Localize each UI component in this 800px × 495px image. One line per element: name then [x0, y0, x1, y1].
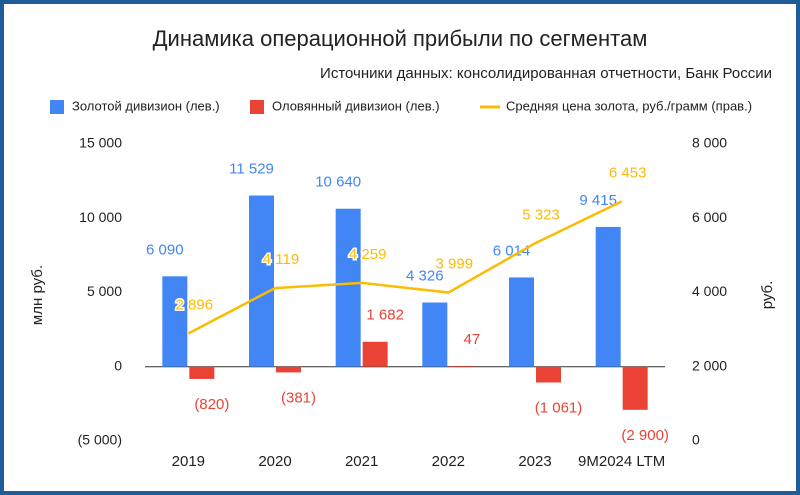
data-label: 1 682: [366, 307, 404, 324]
y-axis-title: млн руб.: [29, 265, 46, 325]
chart-title: Динамика операционной прибыли по сегмент…: [153, 26, 648, 51]
bar: [536, 366, 561, 383]
bar: [362, 341, 388, 367]
bar: [335, 208, 361, 367]
y2-tick-label: 0: [692, 432, 700, 448]
legend-label: Оловянный дивизион (лев.): [272, 98, 440, 113]
data-label: 11 529: [229, 161, 274, 178]
data-label: (1 061): [535, 399, 583, 416]
data-label: 3 999: [436, 256, 474, 273]
y2-tick-label: 4 000: [692, 283, 727, 299]
legend-swatch: [50, 100, 64, 114]
y-tick-label: 10 000: [79, 209, 122, 225]
bar: [162, 276, 188, 367]
data-label: (381): [281, 389, 316, 406]
chart-subtitle: Источники данных: консолидированная отче…: [320, 65, 772, 82]
x-tick-label: 2019: [172, 453, 205, 470]
bar: [509, 277, 534, 367]
line: [187, 200, 623, 335]
x-tick-label: 2021: [345, 453, 378, 470]
x-tick-label: 2023: [518, 453, 551, 470]
y-tick-label: 0: [114, 357, 122, 373]
legend-swatch: [250, 100, 264, 114]
data-label: 2 896: [176, 296, 214, 313]
legend-label: Золотой дивизион (лев.): [72, 98, 220, 113]
bar: [276, 366, 301, 373]
data-label: 5 323: [522, 206, 560, 223]
x-tick-label: 9M2024 LTM: [578, 453, 665, 470]
data-label: 4 326: [406, 267, 444, 284]
bar: [595, 226, 621, 367]
data-label: 4 119: [263, 251, 299, 268]
data-label: 6 090: [146, 241, 184, 258]
data-label: 4 259: [349, 246, 387, 263]
data-label: 6 453: [609, 164, 647, 181]
x-tick-label: 2020: [258, 453, 291, 470]
data-label: 10 640: [315, 174, 361, 191]
data-label: (2 900): [621, 427, 669, 444]
y2-axis-title: руб.: [759, 281, 776, 310]
y-tick-label: 5 000: [87, 283, 122, 299]
bar: [249, 195, 274, 367]
x-tick-label: 2022: [432, 453, 465, 470]
bar: [622, 366, 648, 410]
data-label: 47: [463, 331, 480, 348]
bar: [189, 366, 215, 379]
data-label: 9 415: [579, 192, 617, 209]
y2-tick-label: 6 000: [692, 209, 727, 225]
data-label: 6 014: [493, 242, 531, 259]
data-label: (820): [194, 396, 229, 413]
y2-tick-label: 8 000: [692, 135, 727, 151]
y-tick-label: 15 000: [79, 135, 122, 151]
bar: [422, 302, 448, 367]
y-tick-label: (5 000): [78, 432, 122, 448]
legend-label: Средняя цена золота, руб./грамм (прав.): [506, 98, 752, 113]
bar: [449, 366, 475, 367]
y2-tick-label: 2 000: [692, 357, 727, 373]
